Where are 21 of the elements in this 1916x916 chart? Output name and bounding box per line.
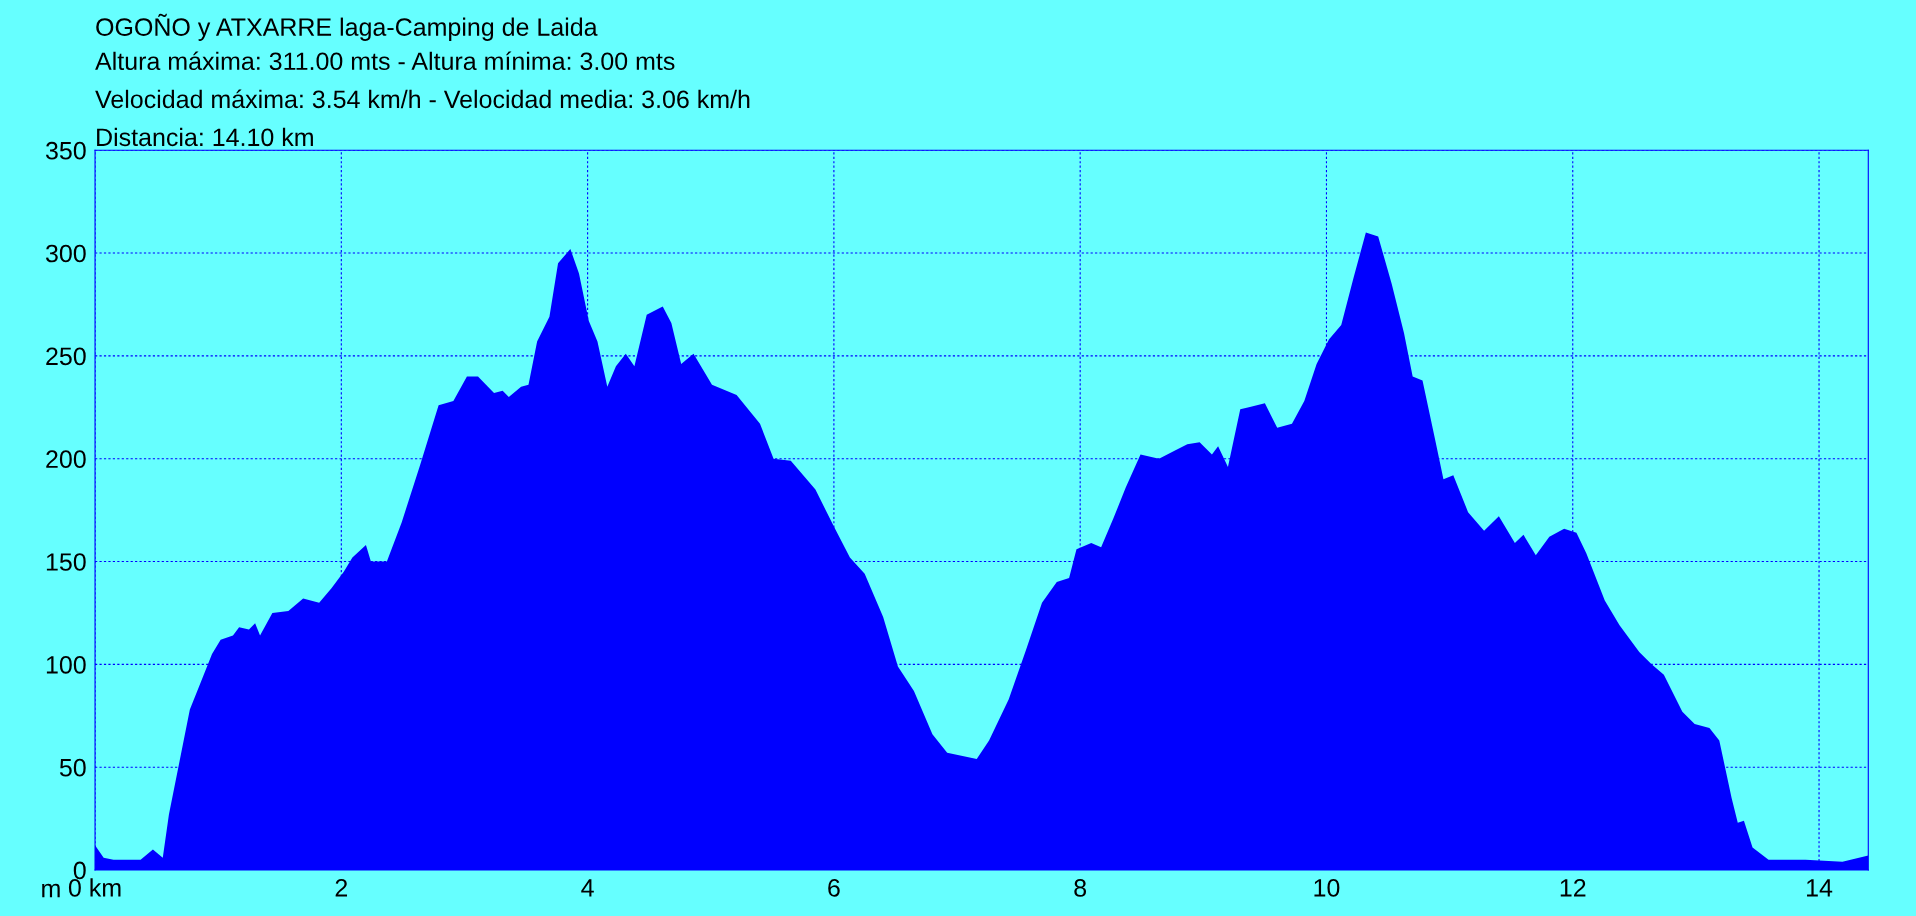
text: Distancia: 14.10 km bbox=[97, 127, 313, 147]
y-tick-label: 50 bbox=[59, 758, 86, 777]
y-tick-label: 350 bbox=[45, 141, 86, 160]
chart-title: OGOÑO y ATXARRE laga-Camping de Laida bbox=[96, 13, 598, 41]
y-tick-label: 250 bbox=[46, 347, 86, 366]
y-axis-title: m bbox=[42, 883, 60, 898]
y-tick-label: 0 bbox=[73, 861, 86, 880]
x-tick-label: 2 bbox=[335, 879, 348, 897]
x-tick-label: 4 bbox=[581, 879, 594, 897]
y-tick-label: 100 bbox=[46, 655, 86, 674]
x-tick-label: 10 bbox=[1314, 879, 1340, 897]
x-tick-label: 6 bbox=[828, 879, 840, 897]
x-tick-label: 0 km bbox=[68, 878, 121, 897]
y-tick-label: 300 bbox=[45, 244, 86, 263]
y-tick-label: 150 bbox=[46, 553, 86, 571]
x-tick-label: 8 bbox=[1074, 879, 1087, 897]
y-tick-label: 200 bbox=[46, 450, 86, 469]
text: Altura máxima: 311.00 mts - Altura mínima: 3.00 mts bbox=[95, 51, 675, 71]
x-tick-label: 14 bbox=[1807, 879, 1833, 897]
text: Velocidad máxima: 3.54 km/h - Velocidad media: 3.06 km/h bbox=[95, 89, 750, 109]
x-tick-label: 12 bbox=[1560, 879, 1586, 897]
